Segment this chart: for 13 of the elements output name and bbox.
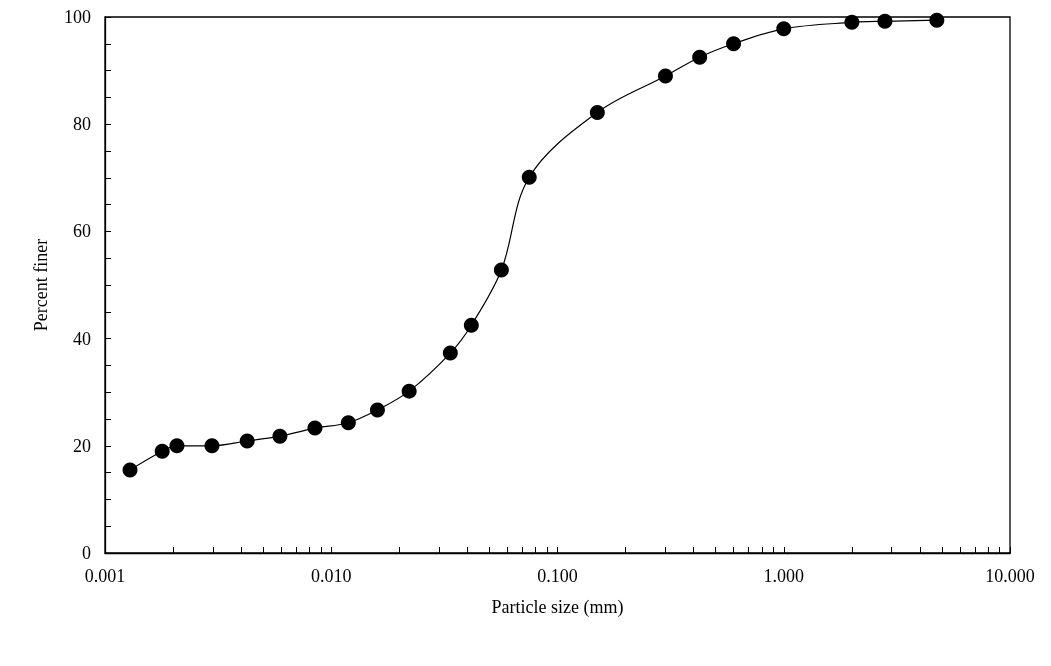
y-tick-label: 40 [73, 328, 91, 349]
y-tick-label: 20 [73, 435, 91, 456]
y-tick-label: 0 [82, 543, 91, 563]
x-tick-label: 10.000 [985, 566, 1035, 586]
y-axis-title: Percent finer [31, 238, 51, 332]
x-tick-label: 0.001 [84, 566, 126, 586]
x-tick-label: 0.100 [537, 566, 578, 586]
y-tick-label: 100 [64, 7, 91, 27]
x-axis-title: Particle size (mm) [491, 597, 624, 618]
x-tick-label: 1.000 [763, 566, 804, 586]
x-tick-label: 0.010 [311, 566, 352, 586]
y-tick-label: 60 [73, 221, 91, 242]
y-tick-label: 80 [73, 114, 91, 135]
